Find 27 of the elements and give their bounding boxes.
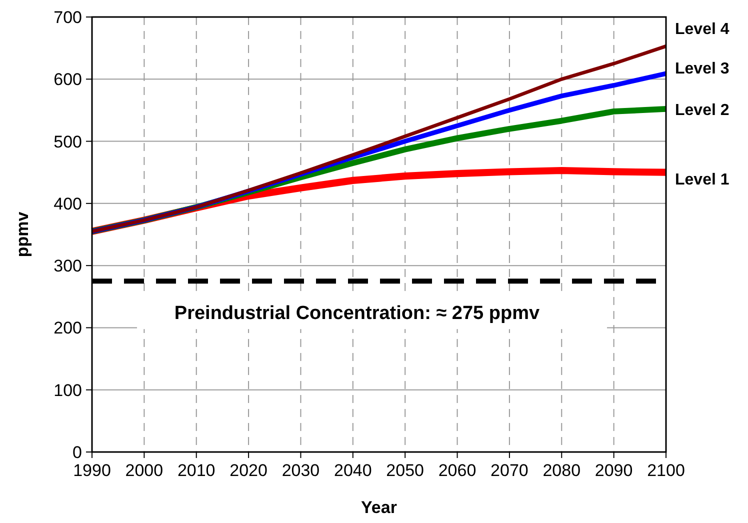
x-tick-label: 2050 [386, 461, 424, 480]
series-label: Level 2 [675, 102, 730, 119]
y-tick-label: 500 [54, 132, 82, 152]
x-axis-title: Year [361, 498, 398, 517]
series-label: Level 1 [675, 171, 730, 188]
x-tick-label: 2030 [282, 461, 320, 480]
x-tick-label: 2090 [594, 461, 633, 480]
y-tick-label: 200 [54, 318, 82, 338]
x-tick-label: 2000 [125, 461, 164, 480]
x-tick-label: 1990 [73, 461, 111, 480]
y-tick-label: 0 [72, 443, 82, 462]
y-tick-label: 400 [54, 194, 82, 214]
x-tick-label: 2100 [647, 461, 685, 480]
series-label: Level 3 [675, 60, 730, 78]
series-label: Level 4 [675, 21, 730, 38]
y-tick-label: 600 [54, 70, 82, 90]
x-tick-label: 2080 [542, 461, 581, 480]
y-tick-label: 700 [54, 8, 82, 27]
x-tick-label: 2070 [490, 461, 528, 480]
x-tick-label: 2010 [177, 461, 216, 480]
ref-line-label: Preindustrial Concentration: ≈ 275 ppmv [174, 303, 540, 324]
y-tick-label: 100 [54, 380, 82, 400]
x-tick-label: 2020 [230, 461, 268, 480]
y-axis-title: ppmv [13, 211, 32, 258]
x-tick-label: 2060 [438, 461, 476, 480]
y-tick-label: 300 [54, 256, 82, 276]
x-tick-label: 2040 [334, 461, 372, 480]
